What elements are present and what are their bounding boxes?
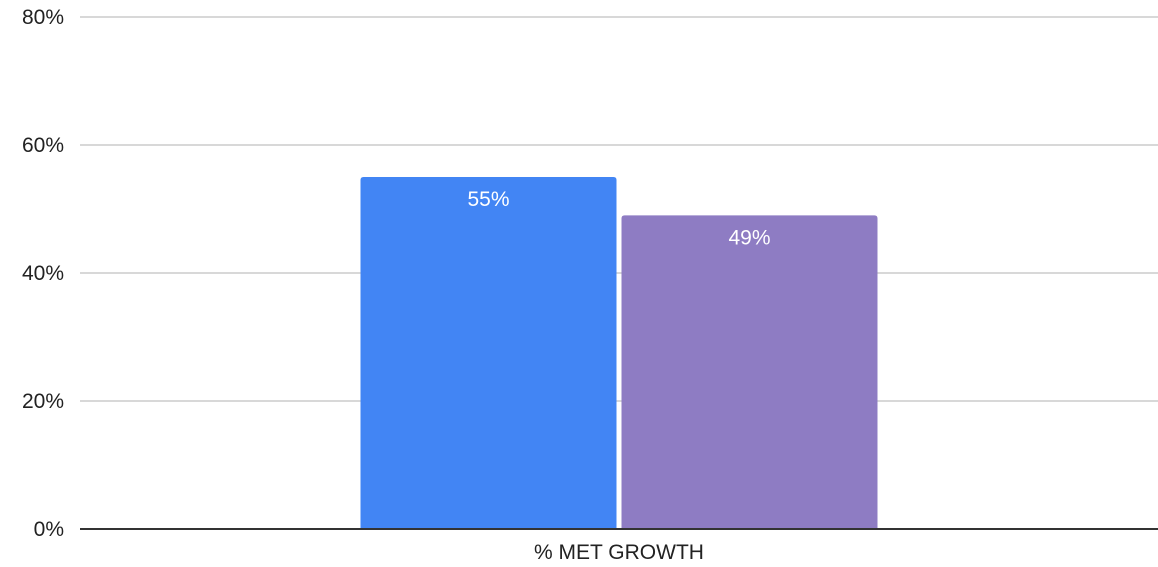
y-tick-label: 60%: [22, 134, 64, 157]
bar-value-label: 49%: [728, 226, 770, 249]
gridlines: [80, 16, 1158, 402]
bars: [360, 177, 878, 529]
bar-value-labels: 55% 49%: [467, 188, 770, 249]
bar-series-2: [621, 215, 878, 529]
y-tick-label: 0%: [34, 518, 64, 541]
y-axis-tick-labels: 0% 20% 40% 60% 80%: [22, 6, 64, 541]
bar-series-1: [360, 177, 617, 529]
y-tick-label: 80%: [22, 6, 64, 29]
bar-value-label: 55%: [467, 188, 509, 211]
x-category-label: % MET GROWTH: [534, 541, 704, 564]
x-axis-category-labels: % MET GROWTH: [534, 541, 704, 564]
y-tick-label: 40%: [22, 262, 64, 285]
y-tick-label: 20%: [22, 390, 64, 413]
